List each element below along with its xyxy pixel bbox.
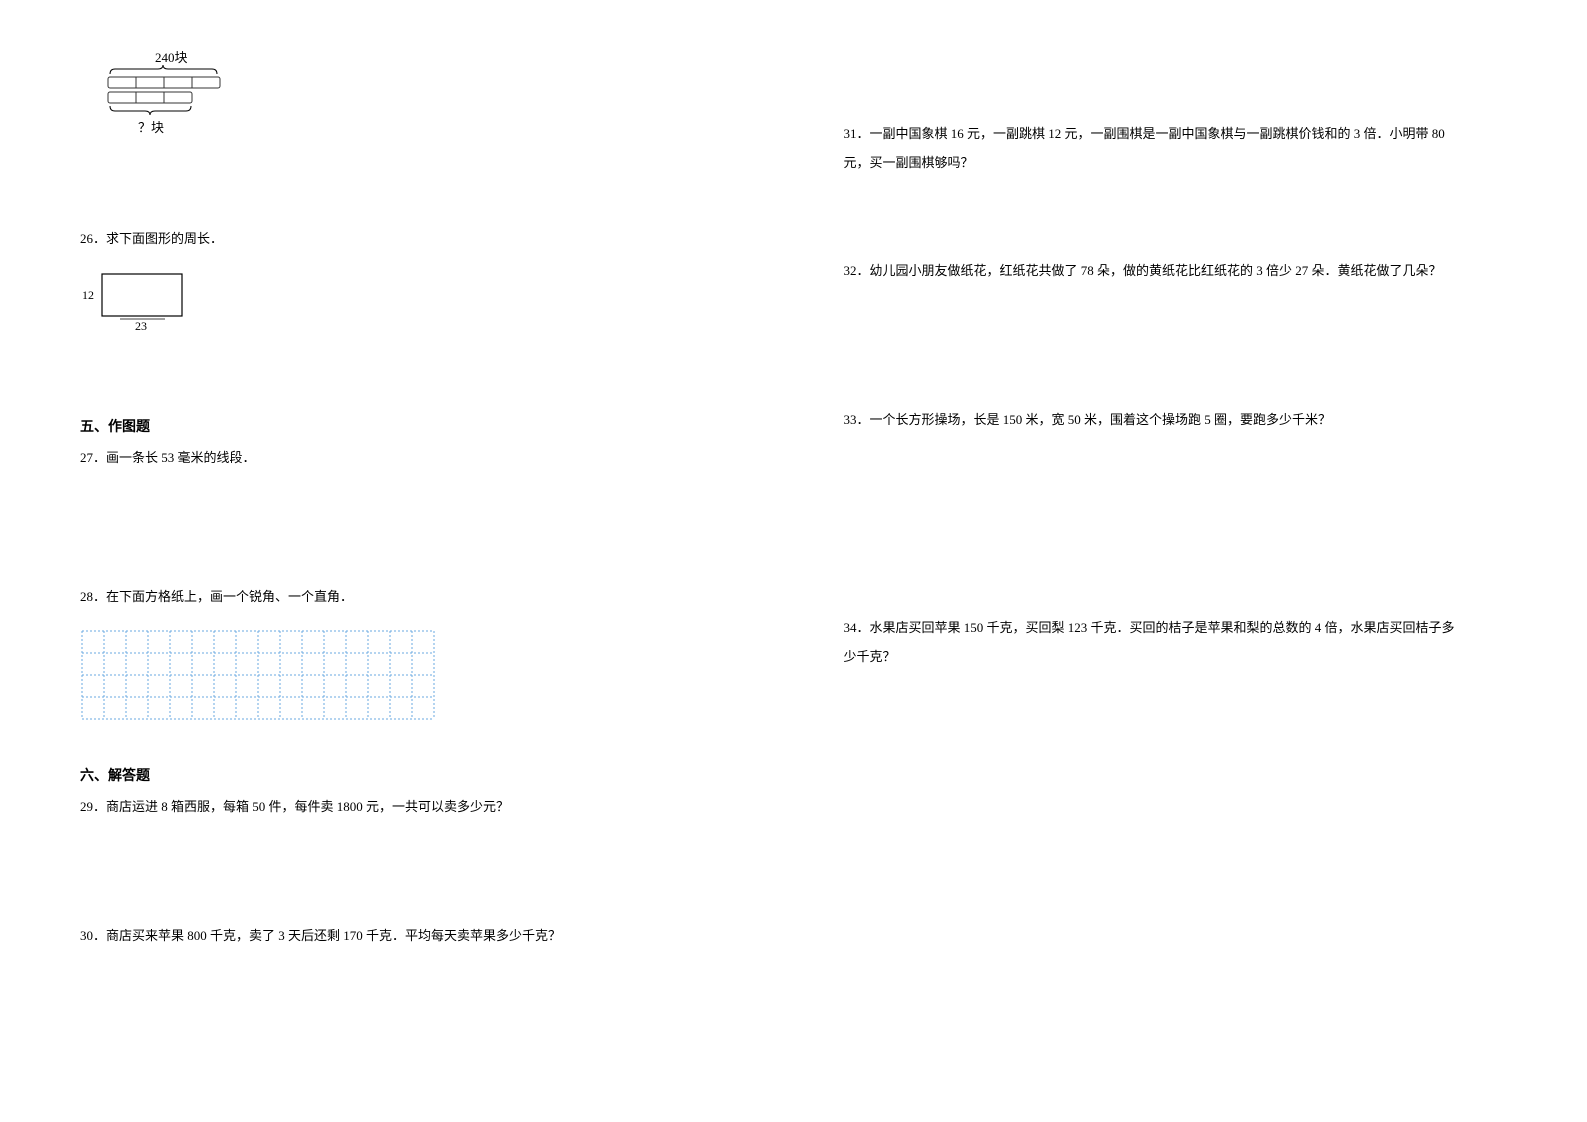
rect-diagram: 12 23 [80, 266, 694, 347]
brace-top [110, 65, 217, 74]
q29-text: 商店运进 8 箱西服，每箱 50 件，每件卖 1800 元，一共可以卖多少元？ [106, 799, 509, 814]
q32-number: 32． [844, 263, 870, 278]
q26-number: 26． [80, 231, 106, 246]
section-5-title: 五、作图题 [80, 416, 694, 436]
brace-bottom [110, 106, 191, 115]
question-29: 29．商店运进 8 箱西服，每箱 50 件，每件卖 1800 元，一共可以卖多少… [80, 793, 694, 822]
question-28: 28．在下面方格纸上，画一个锐角、一个直角． [80, 583, 694, 735]
diagram-top-label: 240块 [155, 50, 188, 65]
q34-text1: 水果店买回苹果 150 千克，买回梨 123 千克．买回的桔子是苹果和梨的总数的… [870, 620, 1455, 635]
question-27: 27．画一条长 53 毫米的线段． [80, 444, 694, 473]
diagram-bottom-label: ？块 [138, 120, 164, 135]
q28-text: 在下面方格纸上，画一个锐角、一个直角． [106, 589, 353, 604]
grid-paper [80, 629, 694, 735]
q28-number: 28． [80, 589, 106, 604]
question-31: 31．一副中国象棋 16 元，一副跳棋 12 元，一副围棋是一副中国象棋与一副跳… [844, 120, 1498, 177]
question-33: 33．一个长方形操场，长是 150 米，宽 50 米，围着这个操场跑 5 圈，要… [844, 406, 1498, 435]
q30-text: 商店买来苹果 800 千克，卖了 3 天后还剩 170 千克．平均每天卖苹果多少… [106, 928, 561, 943]
q29-number: 29． [80, 799, 106, 814]
bottom-bar [108, 92, 192, 103]
q33-text: 一个长方形操场，长是 150 米，宽 50 米，围着这个操场跑 5 圈，要跑多少… [870, 412, 1332, 427]
q31-text2: 元，买一副围棋够吗？ [844, 155, 974, 170]
q30-number: 30． [80, 928, 106, 943]
question-26: 26．求下面图形的周长． 12 23 [80, 225, 694, 346]
question-34: 34．水果店买回苹果 150 千克，买回梨 123 千克．买回的桔子是苹果和梨的… [844, 614, 1498, 671]
q31-text1: 一副中国象棋 16 元，一副跳棋 12 元，一副围棋是一副中国象棋与一副跳棋价钱… [870, 126, 1445, 141]
rect-bottom-label: 23 [135, 319, 147, 333]
q32-text: 幼儿园小朋友做纸花，红纸花共做了 78 朵，做的黄纸花比红纸花的 3 倍少 27… [870, 263, 1442, 278]
q27-number: 27． [80, 450, 106, 465]
grid-svg [80, 629, 440, 724]
q27-text: 画一条长 53 毫米的线段． [106, 450, 256, 465]
q33-number: 33． [844, 412, 870, 427]
q26-text: 求下面图形的周长． [106, 231, 223, 246]
q34-text2: 少千克？ [844, 649, 896, 664]
rect-shape [102, 274, 182, 316]
q34-number: 34． [844, 620, 870, 635]
bar-diagram-svg: 240块 ？块 [100, 50, 240, 140]
bar-diagram-240: 240块 ？块 [100, 50, 694, 145]
section-6-title: 六、解答题 [80, 765, 694, 785]
q31-number: 31． [844, 126, 870, 141]
rect-left-label: 12 [82, 288, 94, 302]
question-30: 30．商店买来苹果 800 千克，卖了 3 天后还剩 170 千克．平均每天卖苹… [80, 922, 694, 951]
question-32: 32．幼儿园小朋友做纸花，红纸花共做了 78 朵，做的黄纸花比红纸花的 3 倍少… [844, 257, 1498, 286]
